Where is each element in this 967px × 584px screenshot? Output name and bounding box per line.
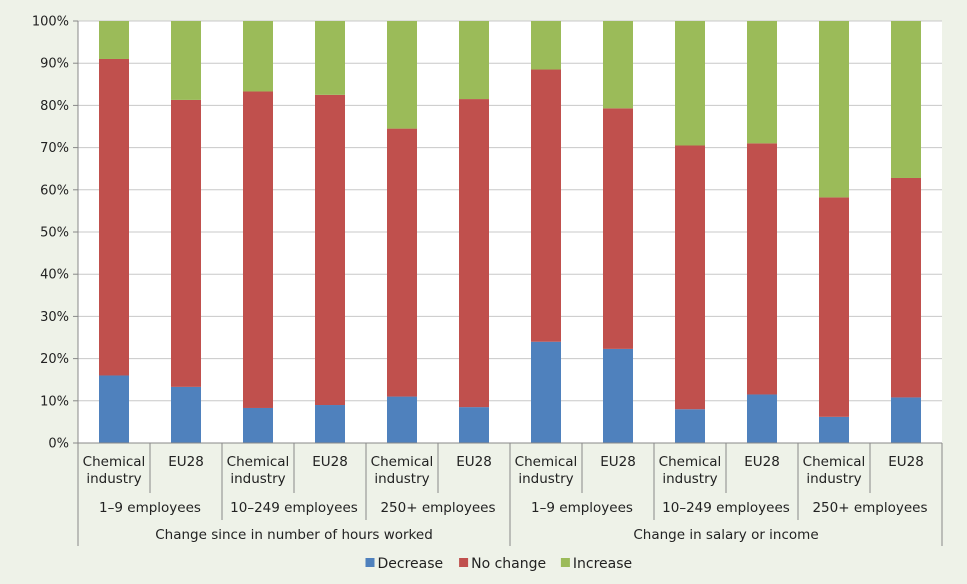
category-label: Chemical xyxy=(83,454,146,470)
bar-segment-increase xyxy=(387,21,417,129)
bar-segment-increase xyxy=(891,21,921,178)
bar-segment-no-change xyxy=(387,128,417,397)
size-group-label: 250+ employees xyxy=(812,500,927,516)
category-label: industry xyxy=(86,471,141,487)
size-group-label: 10–249 employees xyxy=(230,500,358,516)
category-label: Chemical xyxy=(659,454,722,470)
legend-label: Decrease xyxy=(378,556,444,572)
category-label: industry xyxy=(374,471,429,487)
bar-segment-decrease xyxy=(819,416,849,443)
size-group-label: 1–9 employees xyxy=(531,500,633,516)
y-tick-label: 20% xyxy=(40,352,69,367)
y-tick-label: 30% xyxy=(40,310,69,325)
bar-segment-no-change xyxy=(819,197,849,417)
bar-segment-increase xyxy=(171,21,201,100)
legend-swatch xyxy=(459,558,469,567)
bar-segment-decrease xyxy=(315,405,345,443)
size-group-label: 1–9 employees xyxy=(99,500,201,516)
bar-segment-decrease xyxy=(891,397,921,443)
y-tick-label: 50% xyxy=(40,226,69,241)
bar-segment-no-change xyxy=(675,145,705,410)
size-group-label: 250+ employees xyxy=(380,500,495,516)
bar-segment-increase xyxy=(675,21,705,146)
bar-segment-decrease xyxy=(459,407,489,443)
bar-segment-increase xyxy=(603,21,633,109)
category-label: EU28 xyxy=(888,454,924,470)
bar-segment-increase xyxy=(459,21,489,100)
size-group-label: 10–249 employees xyxy=(662,500,790,516)
y-tick-label: 90% xyxy=(40,57,69,72)
bar-segment-no-change xyxy=(99,58,129,376)
bar-segment-increase xyxy=(531,21,561,70)
bar-segment-increase xyxy=(747,21,777,144)
bar-segment-no-change xyxy=(243,91,273,408)
measure-group-label: Change since in number of hours worked xyxy=(155,527,433,543)
bar-segment-no-change xyxy=(531,69,561,342)
bar-segment-increase xyxy=(99,21,129,59)
y-tick-label: 80% xyxy=(40,99,69,114)
legend-swatch xyxy=(560,558,570,567)
bar-segment-decrease xyxy=(747,394,777,443)
bar-segment-no-change xyxy=(891,177,921,398)
bars xyxy=(99,21,921,443)
bar-segment-decrease xyxy=(531,341,561,443)
category-label: Chemical xyxy=(227,454,290,470)
bar-segment-decrease xyxy=(603,348,633,443)
category-label: EU28 xyxy=(312,454,348,470)
legend-label: Increase xyxy=(573,556,632,572)
bar-segment-decrease xyxy=(171,386,201,443)
y-axis-tick-labels: 0% 10% 20% 30% 40% 50% 60% 70% 80% 90% 100% xyxy=(32,15,69,452)
bar-segment-increase xyxy=(315,21,345,95)
category-label: Chemical xyxy=(371,454,434,470)
bar-segment-decrease xyxy=(387,396,417,443)
bar-segment-no-change xyxy=(171,99,201,387)
category-label: EU28 xyxy=(456,454,492,470)
y-tick-label: 60% xyxy=(40,183,69,198)
category-label: Chemical xyxy=(803,454,866,470)
y-tick-label: 70% xyxy=(40,141,69,156)
category-label: EU28 xyxy=(168,454,204,470)
y-tick-label: 10% xyxy=(40,394,69,409)
legend-swatch xyxy=(365,558,375,567)
category-label: EU28 xyxy=(744,454,780,470)
bar-segment-decrease xyxy=(99,375,129,443)
y-tick-label: 40% xyxy=(40,268,69,283)
category-label: Chemical xyxy=(515,454,578,470)
measure-group-label: Change in salary or income xyxy=(633,527,818,543)
category-label: industry xyxy=(518,471,573,487)
gridlines xyxy=(73,20,942,444)
y-tick-label: 0% xyxy=(48,437,69,452)
bar-segment-increase xyxy=(243,21,273,92)
category-label: industry xyxy=(662,471,717,487)
bar-segment-no-change xyxy=(459,99,489,408)
legend: Decrease No change Increase xyxy=(365,556,632,572)
category-label: industry xyxy=(806,471,861,487)
y-tick-label: 100% xyxy=(32,15,69,30)
legend-label: No change xyxy=(471,556,546,572)
bar-segment-no-change xyxy=(315,94,345,406)
bar-segment-no-change xyxy=(747,143,777,395)
bar-segment-decrease xyxy=(243,407,273,443)
bar-segment-increase xyxy=(819,21,849,198)
bar-segment-decrease xyxy=(675,409,705,443)
category-label: industry xyxy=(230,471,285,487)
bar-segment-no-change xyxy=(603,108,633,349)
category-label: EU28 xyxy=(600,454,636,470)
